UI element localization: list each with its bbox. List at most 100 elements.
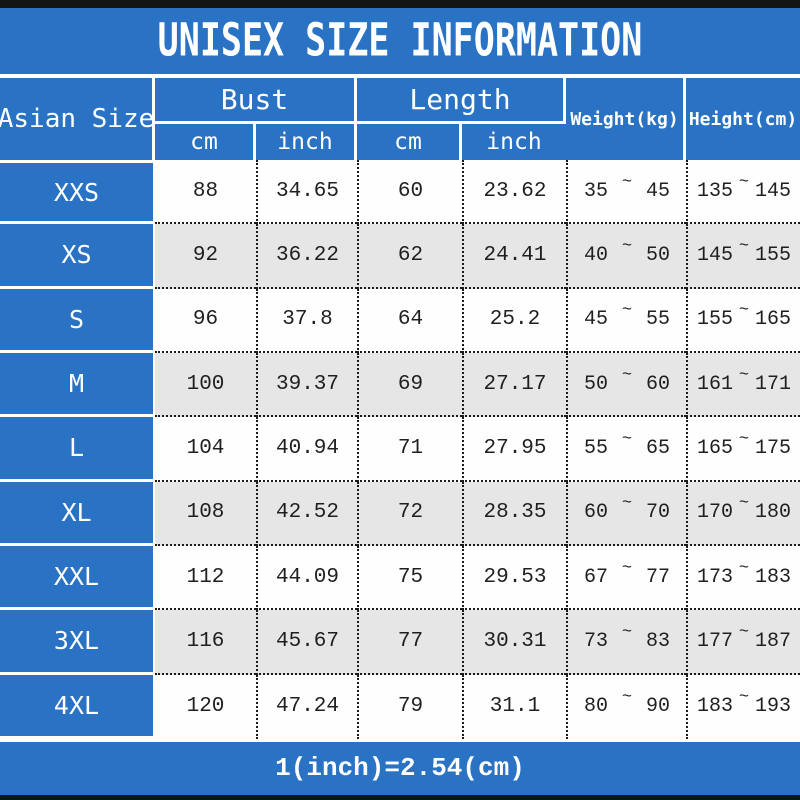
length-inch-cell: 27.17: [462, 352, 566, 418]
title-band: UNISEX SIZE INFORMATION: [0, 8, 800, 74]
length-cm-value: 75: [397, 565, 424, 589]
bust-cm-value: 104: [186, 436, 225, 460]
size-label: L: [68, 433, 85, 463]
weight-min-value: 45: [584, 308, 609, 332]
header-weight: Weight(kg): [566, 78, 686, 160]
bust-inch-cell: 34.65: [256, 160, 357, 225]
height-range-cell: 173 ~ 183: [686, 545, 800, 611]
bust-inch-value: 45.67: [275, 629, 339, 653]
bust-cm-value: 116: [186, 629, 225, 653]
length-inch-cell: 29.53: [462, 545, 566, 611]
header-length-group: Length: [357, 78, 566, 124]
tilde-symbol: ~: [738, 622, 750, 642]
weight-max-value: 55: [645, 308, 670, 332]
length-inch-cell: 27.95: [462, 417, 566, 482]
height-min-value: 170: [697, 501, 734, 525]
length-cm-value: 69: [397, 372, 424, 396]
height-max-value: 165: [754, 308, 791, 332]
weight-range-cell: 73 ~ 83: [566, 610, 686, 675]
tilde-symbol: ~: [621, 622, 633, 642]
weight-max-value: 70: [645, 501, 670, 525]
bust-inch-cell: 36.22: [256, 224, 357, 289]
weight-min-value: 40: [584, 243, 609, 267]
bust-inch-cell: 39.37: [256, 352, 357, 418]
size-cell: XS: [0, 224, 155, 289]
weight-max-value: 90: [645, 695, 670, 719]
bust-cm-value: 88: [192, 179, 219, 203]
height-max-value: 155: [754, 243, 791, 267]
tilde-symbol: ~: [738, 301, 750, 321]
height-min-value: 165: [697, 436, 734, 460]
table-row: XXS 88 34.65 60 23.62 35 ~ 45 135 ~ 145: [0, 160, 800, 225]
bust-inch-cell: 45.67: [256, 610, 357, 675]
table-body: XXS 88 34.65 60 23.62 35 ~ 45 135 ~ 145 …: [0, 160, 800, 739]
bust-inch-cell: 44.09: [256, 545, 357, 611]
size-label: XXS: [53, 177, 100, 207]
length-inch-value: 30.31: [483, 629, 547, 653]
bust-cm-cell: 116: [155, 610, 256, 675]
weight-min-value: 60: [584, 501, 609, 525]
weight-min-value: 73: [584, 629, 609, 653]
size-label: XS: [61, 240, 92, 270]
height-range-cell: 177 ~ 187: [686, 610, 800, 675]
size-cell: XXL: [0, 545, 155, 611]
bust-inch-cell: 40.94: [256, 417, 357, 482]
tilde-symbol: ~: [738, 688, 750, 708]
bust-cm-cell: 96: [155, 288, 256, 353]
length-inch-value: 24.41: [483, 243, 547, 267]
header-length-inch: inch: [462, 124, 566, 160]
length-inch-value: 27.95: [483, 436, 547, 460]
bust-inch-value: 34.65: [275, 179, 339, 203]
length-cm-value: 71: [397, 436, 424, 460]
length-cm-value: 60: [397, 179, 424, 203]
bust-cm-value: 100: [186, 372, 225, 396]
length-cm-cell: 62: [357, 224, 462, 289]
size-label: S: [68, 304, 85, 334]
tilde-symbol: ~: [738, 494, 750, 514]
tilde-symbol: ~: [738, 558, 750, 578]
length-inch-value: 23.62: [483, 179, 547, 203]
tilde-symbol: ~: [621, 365, 633, 385]
length-cm-cell: 77: [357, 610, 462, 675]
bust-inch-value: 40.94: [275, 436, 339, 460]
bust-cm-cell: 120: [155, 674, 256, 739]
table-row: S 96 37.8 64 25.2 45 ~ 55 155 ~ 165: [0, 288, 800, 353]
length-inch-value: 25.2: [489, 308, 541, 332]
tilde-symbol: ~: [738, 429, 750, 449]
length-cm-cell: 79: [357, 674, 462, 739]
table-row: 3XL 116 45.67 77 30.31 73 ~ 83 177 ~ 187: [0, 610, 800, 675]
height-max-value: 175: [754, 436, 791, 460]
header-bust-cm: cm: [155, 124, 256, 160]
length-inch-value: 31.1: [489, 695, 541, 719]
length-cm-cell: 71: [357, 417, 462, 482]
bust-cm-cell: 108: [155, 481, 256, 546]
height-min-value: 173: [697, 565, 734, 589]
bust-inch-cell: 42.52: [256, 481, 357, 546]
table-row: XL 108 42.52 72 28.35 60 ~ 70 170 ~ 180: [0, 481, 800, 546]
bust-cm-cell: 100: [155, 352, 256, 418]
size-cell: XL: [0, 481, 155, 546]
bust-cm-value: 92: [192, 243, 219, 267]
height-min-value: 135: [697, 179, 734, 203]
header-asian-size: Asian Size: [0, 78, 155, 160]
header-height: Height(cm): [686, 78, 800, 160]
length-inch-cell: 30.31: [462, 610, 566, 675]
table-row: L 104 40.94 71 27.95 55 ~ 65 165 ~ 175: [0, 417, 800, 482]
weight-min-value: 35: [584, 179, 609, 203]
length-inch-cell: 31.1: [462, 674, 566, 739]
height-min-value: 183: [697, 695, 734, 719]
weight-min-value: 50: [584, 372, 609, 396]
table-row: M 100 39.37 69 27.17 50 ~ 60 161 ~ 171: [0, 352, 800, 418]
header-length-cm: cm: [357, 124, 462, 160]
bust-cm-cell: 112: [155, 545, 256, 611]
top-border-bar: [0, 0, 800, 8]
bust-cm-value: 120: [186, 695, 225, 719]
height-max-value: 180: [754, 501, 791, 525]
height-max-value: 145: [754, 179, 791, 203]
weight-max-value: 60: [645, 372, 670, 396]
title-divider: [0, 74, 800, 78]
bust-cm-value: 112: [186, 565, 225, 589]
height-max-value: 171: [754, 372, 791, 396]
height-range-cell: 155 ~ 165: [686, 288, 800, 353]
height-range-cell: 161 ~ 171: [686, 352, 800, 418]
